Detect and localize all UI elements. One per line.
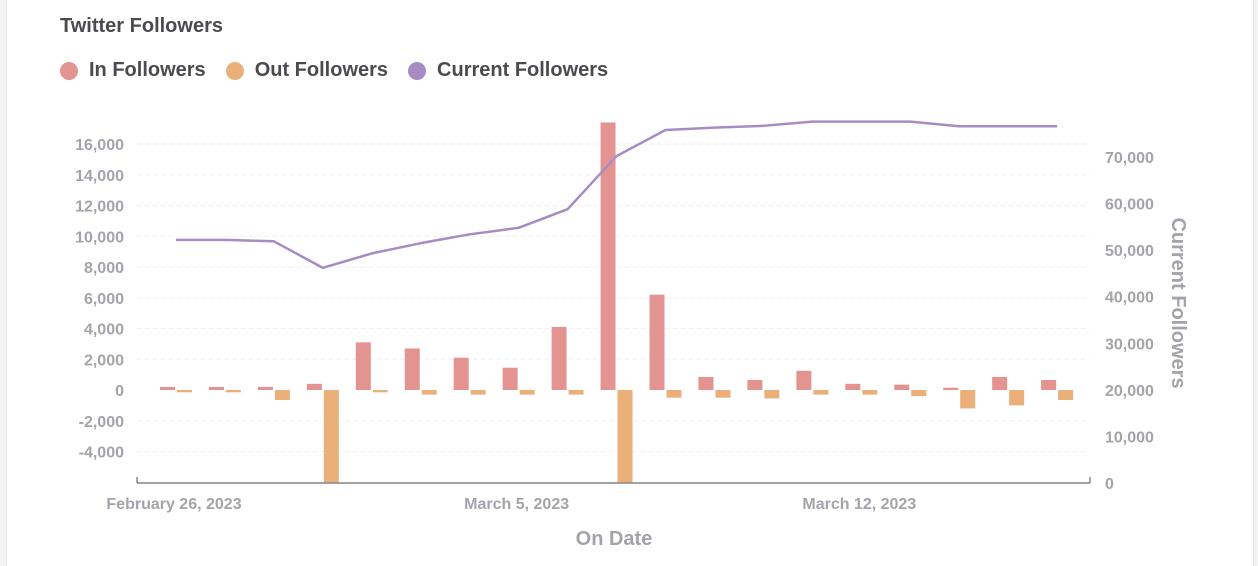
legend-label-out-followers: Out Followers [254, 59, 389, 81]
y2-tick-label: 30,000 [1105, 336, 1154, 353]
bar-out-followers [274, 390, 290, 400]
bar-out-followers [372, 390, 388, 393]
bar-out-followers [960, 390, 976, 409]
legend-item-current-followers[interactable]: Current Followers [408, 59, 608, 82]
y-tick-label: -2,000 [79, 414, 124, 431]
y-tick-label: 0 [115, 383, 124, 400]
bar-in-followers [845, 383, 861, 390]
bar-out-followers [323, 390, 339, 483]
bar-in-followers [894, 384, 910, 390]
chart-title: Twitter Followers [60, 15, 223, 37]
legend-swatch-out-followers [225, 61, 244, 80]
bar-out-followers [764, 390, 780, 399]
y2-tick-label: 10,000 [1105, 429, 1154, 446]
bar-in-followers [747, 380, 763, 390]
y2-tick-label: 50,000 [1105, 243, 1154, 260]
y-tick-label: 10,000 [75, 229, 124, 246]
y-tick-label: 2,000 [84, 352, 124, 369]
bar-in-followers [404, 348, 420, 390]
x-tick-label: March 12, 2023 [802, 496, 916, 513]
bar-in-followers [943, 387, 959, 390]
bar-in-followers [502, 367, 518, 390]
bar-in-followers [1041, 380, 1057, 390]
bar-in-followers [649, 294, 665, 390]
legend-item-out-followers[interactable]: Out Followers [225, 59, 389, 82]
bar-out-followers [813, 390, 829, 395]
bar-out-followers [519, 390, 535, 395]
bar-in-followers [355, 342, 371, 390]
bar-in-followers [551, 326, 567, 390]
y2-tick-label: 0 [1105, 476, 1114, 493]
line-current-followers [176, 120, 1058, 270]
chart-legend: In Followers Out Followers Current Follo… [60, 59, 628, 82]
bar-in-followers [992, 376, 1008, 390]
bar-in-followers [698, 376, 714, 390]
bar-out-followers [421, 390, 437, 395]
bar-out-followers [225, 390, 241, 393]
bar-out-followers [715, 390, 731, 398]
y-tick-label: 14,000 [75, 168, 124, 185]
y-tick-label: 16,000 [75, 137, 124, 154]
y-tick-label: -4,000 [79, 445, 124, 462]
bar-out-followers [177, 390, 192, 393]
y-tick-label: 4,000 [84, 322, 124, 339]
y-tick-label: 8,000 [84, 260, 124, 277]
legend-swatch-in-followers [60, 61, 78, 80]
bar-out-followers [1058, 390, 1074, 400]
legend-swatch-current-followers [408, 61, 427, 80]
bar-in-followers [600, 122, 616, 390]
y2-tick-label: 70,000 [1105, 150, 1154, 167]
y-tick-label: 6,000 [84, 291, 124, 308]
x-axis-title: On Date [576, 528, 653, 550]
bar-out-followers [862, 390, 878, 395]
bar-out-followers [470, 390, 486, 395]
legend-item-in-followers[interactable]: In Followers [60, 59, 206, 82]
y2-tick-label: 20,000 [1105, 383, 1154, 400]
bar-in-followers [160, 386, 175, 390]
bar-out-followers [666, 390, 682, 398]
bar-in-followers [453, 357, 469, 390]
legend-label-current-followers: Current Followers [437, 59, 609, 81]
x-tick-label: February 26, 2023 [106, 496, 241, 513]
bar-in-followers [306, 383, 322, 390]
y2-tick-label: 40,000 [1105, 290, 1154, 307]
bar-in-followers [257, 386, 273, 390]
y-tick-label: 12,000 [75, 199, 124, 216]
legend-label-in-followers: In Followers [89, 59, 206, 81]
bar-in-followers [796, 370, 812, 390]
bar-out-followers [568, 390, 584, 395]
x-tick-label: March 5, 2023 [464, 496, 569, 513]
y2-axis-title: Current Followers [1167, 217, 1189, 388]
bar-out-followers [617, 390, 633, 483]
bar-in-followers [208, 386, 224, 390]
bar-out-followers [911, 390, 927, 397]
y2-tick-label: 60,000 [1105, 197, 1154, 214]
bar-out-followers [1009, 390, 1025, 406]
